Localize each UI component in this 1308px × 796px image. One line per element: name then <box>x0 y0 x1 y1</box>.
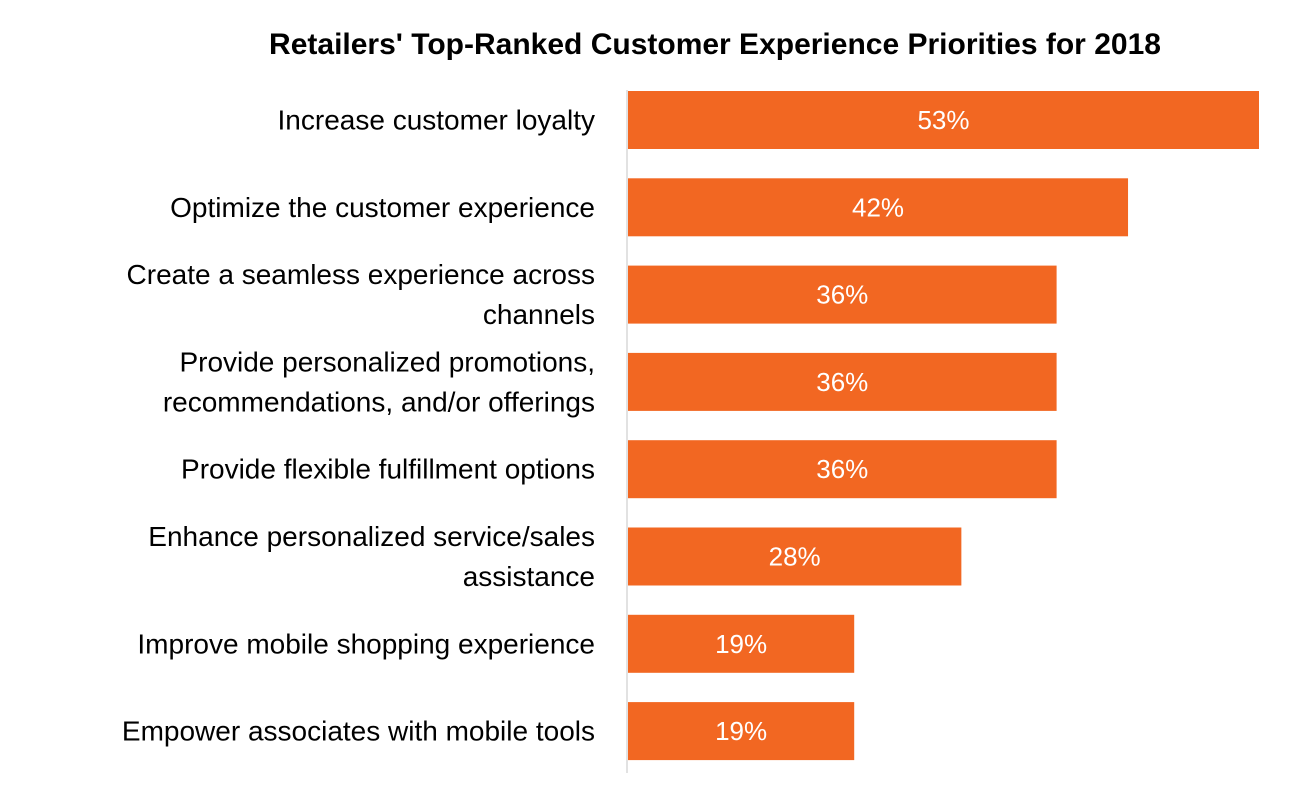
category-label-line: Create a seamless experience across <box>127 259 595 290</box>
category-label: Provide personalized promotions, recommen… <box>163 346 595 417</box>
category-label: Empower associates with mobile tools <box>122 716 595 747</box>
bar <box>628 91 1259 149</box>
category-label: Optimize the customer experience <box>170 192 595 223</box>
chart-title: Retailers' Top-Ranked Customer Experienc… <box>269 28 1161 61</box>
category-label-line: Improve mobile shopping experience <box>137 628 595 659</box>
category-label-line: Provide flexible fulfillment options <box>181 454 595 485</box>
bar-value-label: 28% <box>769 542 821 572</box>
bar-value-label: 53% <box>917 105 969 135</box>
bar <box>628 265 1057 324</box>
bar <box>628 702 855 761</box>
category-label-line: Optimize the customer experience <box>170 192 595 223</box>
category-label-line: Enhance personalized service/sales <box>148 521 595 552</box>
bar-value-label: 36% <box>816 280 868 310</box>
category-label-line: Increase customer loyalty <box>278 105 595 136</box>
category-label-line: channels <box>483 299 595 330</box>
bar <box>628 352 1057 411</box>
bar-value-label: 42% <box>852 192 904 222</box>
bars-group <box>628 91 1259 761</box>
category-label-line: Provide personalized promotions, <box>179 346 595 377</box>
category-label-line: recommendations, and/or offerings <box>163 386 595 417</box>
bar <box>628 440 1057 499</box>
bar-value-label: 36% <box>816 367 868 397</box>
category-label: Create a seamless experience across chann… <box>127 259 595 330</box>
category-label: Provide flexible fulfillment options <box>181 454 595 485</box>
bar <box>628 178 1129 237</box>
bar <box>628 614 855 673</box>
category-label-line: Empower associates with mobile tools <box>122 716 595 747</box>
bar-value-label: 19% <box>715 716 767 746</box>
category-label: Improve mobile shopping experience <box>137 628 595 659</box>
bar-value-label: 19% <box>715 629 767 659</box>
value-labels-group: 53% 42% 36% 36% 36% 28% 19% 19% <box>715 105 969 746</box>
bar <box>628 527 962 586</box>
category-label: Enhance personalized service/sales assist… <box>148 521 595 592</box>
category-label: Increase customer loyalty <box>278 105 595 136</box>
category-label-line: assistance <box>463 561 595 592</box>
category-labels-group: Increase customer loyalty Optimize the cu… <box>122 105 595 747</box>
bar-value-label: 36% <box>816 454 868 484</box>
